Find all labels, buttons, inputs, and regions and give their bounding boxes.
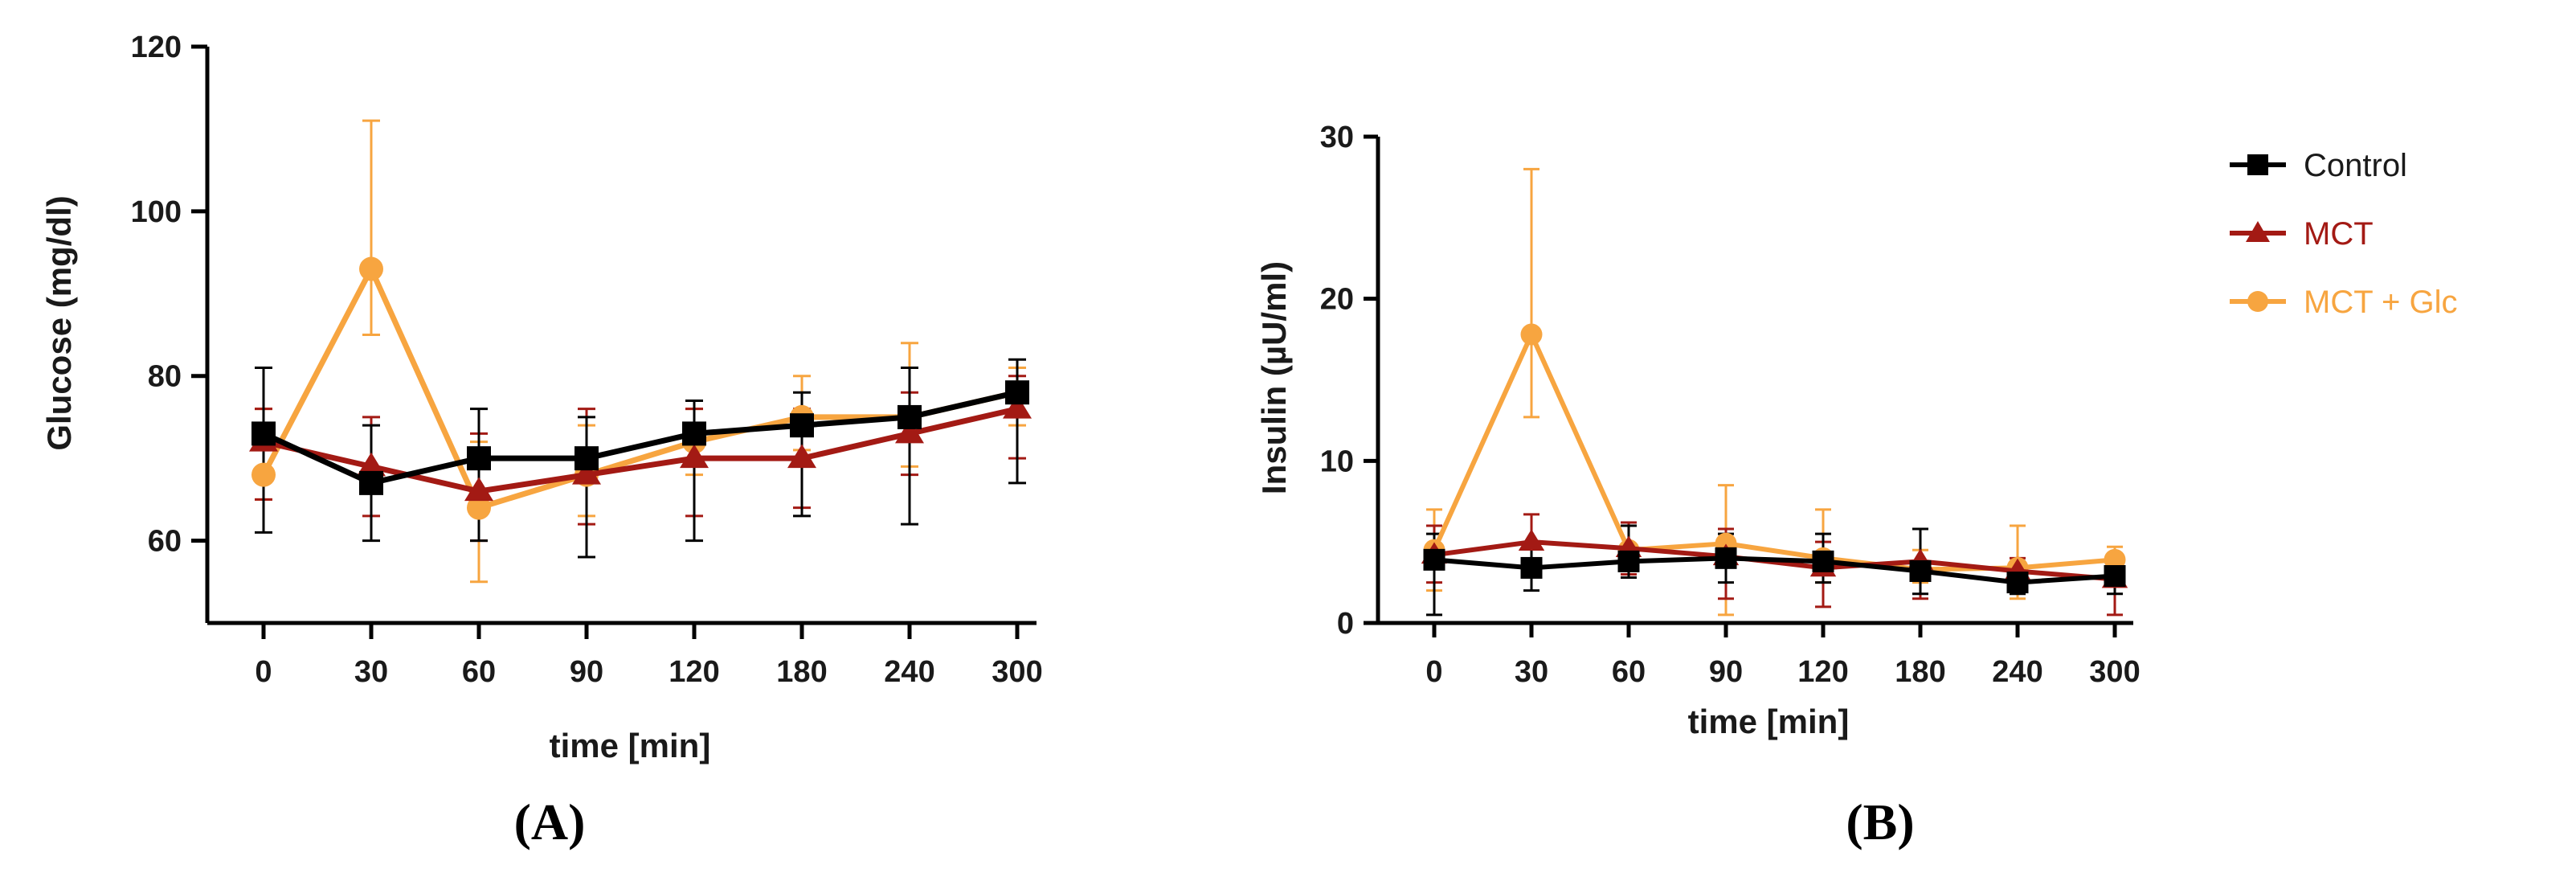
legend-label-mct: MCT bbox=[2304, 216, 2374, 252]
panel-a-mct-line bbox=[263, 406, 1018, 494]
panel-a-x-tick-label: 180 bbox=[776, 655, 827, 689]
panel-b-mct-point bbox=[1518, 529, 1545, 551]
panel-a-x-tick-label: 0 bbox=[255, 655, 272, 689]
panel-a-label: (A) bbox=[514, 793, 586, 850]
panel-b-label: (B) bbox=[1846, 793, 1914, 850]
panel-a-y-tick-label: 100 bbox=[131, 195, 182, 229]
legend-label-mct-glc: MCT + Glc bbox=[2304, 285, 2458, 320]
panel-a-control-point bbox=[467, 446, 491, 471]
panel-b-x-tick-label: 120 bbox=[1797, 655, 1848, 689]
panel-a-y-tick-label: 80 bbox=[148, 360, 182, 394]
panel-a-glucose-chart: 60 80 100 120 0 30 60 90 120 180 240 300 Glucose (m… bbox=[40, 31, 1043, 850]
panel-a-control-point bbox=[898, 404, 922, 429]
panel-b-x-tick-label: 300 bbox=[2089, 655, 2140, 689]
panel-a-control-line bbox=[262, 389, 1018, 486]
legend-marker-control bbox=[2247, 154, 2268, 175]
panel-a-y-tick-label: 60 bbox=[148, 525, 182, 559]
panel-b-mct-line bbox=[1433, 539, 2116, 582]
panel-a-mct-point bbox=[1003, 395, 1032, 419]
panel-b-x-tick-label: 180 bbox=[1895, 655, 1945, 689]
panel-b-mct-glc-line bbox=[1432, 332, 2116, 572]
panel-a-x-tick-label: 60 bbox=[462, 655, 496, 689]
panel-b-control-point bbox=[1617, 550, 1640, 572]
panel-a-mct-point bbox=[572, 460, 601, 485]
panel-b-control-point bbox=[1520, 556, 1543, 579]
panel-a-x-tick-label: 30 bbox=[354, 655, 388, 689]
panel-b-x-tick-label: 90 bbox=[1709, 655, 1743, 689]
panel-b-y-axis-title: Insulin (µU/ml) bbox=[1255, 261, 1293, 494]
legend: Control MCT MCT + Glc bbox=[2230, 148, 2458, 320]
panel-b-x-tick-label: 240 bbox=[1992, 655, 2042, 689]
panel-a-mct-glc-point bbox=[251, 462, 276, 487]
panel-b-y-tick-label: 0 bbox=[1337, 607, 1354, 641]
panel-a-mct-point bbox=[895, 419, 924, 444]
panel-a-control-point bbox=[359, 470, 383, 495]
panel-a-x-tick-label: 120 bbox=[669, 655, 719, 689]
panel-a-control-point bbox=[790, 413, 814, 438]
panel-b-control-point bbox=[1715, 547, 1737, 569]
panel-a-control-point bbox=[574, 446, 599, 471]
panel-a-x-tick-label: 90 bbox=[570, 655, 603, 689]
panel-a-y-tick-label: 120 bbox=[131, 31, 182, 64]
panel-a-plot-area bbox=[249, 119, 1032, 584]
panel-a-mct-point bbox=[680, 444, 709, 469]
panel-a-mct-glc-point bbox=[467, 495, 491, 520]
panel-a-x-tick-label: 300 bbox=[992, 655, 1042, 689]
panel-a-control-point bbox=[1005, 380, 1029, 405]
panel-b-control-point bbox=[1909, 559, 1932, 582]
panel-a-control-point bbox=[682, 421, 706, 446]
panel-b-control-point bbox=[1812, 550, 1834, 572]
panel-a-mct-glc-point bbox=[359, 256, 383, 281]
panel-a-mct-point bbox=[357, 452, 386, 477]
panel-b-y-tick-label: 20 bbox=[1320, 283, 1354, 317]
panel-a-axes: 60 80 100 120 0 30 60 90 120 180 240 300 bbox=[131, 31, 1043, 689]
panel-a-control-point bbox=[251, 421, 276, 446]
panel-b-y-tick-label: 10 bbox=[1320, 445, 1354, 478]
legend-marker-mct-glc bbox=[2247, 291, 2268, 312]
panel-b-mct-glc-point bbox=[1520, 323, 1543, 346]
panel-a-x-axis-title: time [min] bbox=[550, 727, 711, 764]
panel-b-control-line bbox=[1433, 555, 2116, 585]
panel-a-y-axis-title: Glucose (mg/dl) bbox=[40, 195, 78, 450]
panel-b-y-tick-label: 30 bbox=[1320, 121, 1354, 154]
panel-b-control-point bbox=[2104, 565, 2126, 588]
legend-label-control: Control bbox=[2304, 148, 2407, 183]
legend-marker-mct bbox=[2246, 221, 2270, 242]
panel-b-x-tick-label: 0 bbox=[1425, 655, 1442, 689]
panel-b-control-point bbox=[2006, 572, 2029, 594]
panel-b-x-tick-label: 60 bbox=[1612, 655, 1646, 689]
panel-a-x-tick-label: 240 bbox=[884, 655, 934, 689]
panel-b-x-axis-title: time [min] bbox=[1688, 703, 1850, 740]
panel-a-mct-point bbox=[464, 477, 493, 502]
panel-b-x-tick-label: 30 bbox=[1515, 655, 1548, 689]
panel-b-control-point bbox=[1423, 548, 1445, 571]
panel-a-mct-point bbox=[787, 444, 816, 469]
panel-b-plot-area bbox=[1421, 167, 2128, 617]
